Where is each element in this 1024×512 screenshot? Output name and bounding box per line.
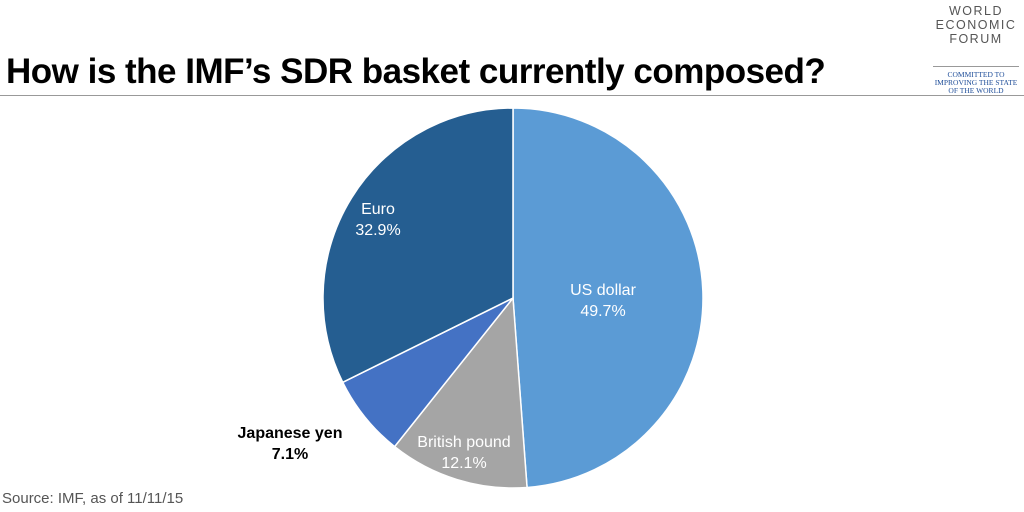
title-divider [0, 95, 1024, 96]
slice-name-label: Japanese yen [238, 425, 343, 442]
slice-value-label: 49.7% [580, 303, 625, 320]
logo-line: ECONOMIC [935, 18, 1017, 32]
logo-tagline: OF THE WORLD [948, 86, 1004, 95]
chart-title: How is the IMF’s SDR basket currently co… [6, 52, 826, 91]
source-note: Source: IMF, as of 11/11/15 [2, 490, 184, 507]
wef-logo: WORLD ECONOMIC FORUM COMMITTED TO IMPROV… [930, 4, 1022, 95]
logo-line: WORLD [948, 4, 1004, 18]
slice-value-label: 7.1% [272, 446, 308, 463]
pie-slice-euro [322, 107, 514, 384]
slice-value-label: 32.9% [355, 222, 400, 239]
slice-value-label: 12.1% [441, 455, 486, 472]
slice-name-label: British pound [417, 434, 510, 451]
pie-slice-us-dollar [512, 107, 704, 489]
logo-divider [933, 66, 1019, 67]
slice-name-label: Euro [361, 201, 395, 218]
pie-slice-british-pound [393, 296, 528, 489]
logo-tagline: COMMITTED TO [947, 70, 1005, 79]
logo-tagline: IMPROVING THE STATE [934, 78, 1018, 87]
slice-name-label: US dollar [570, 282, 636, 299]
logo-line: FORUM [949, 32, 1003, 46]
